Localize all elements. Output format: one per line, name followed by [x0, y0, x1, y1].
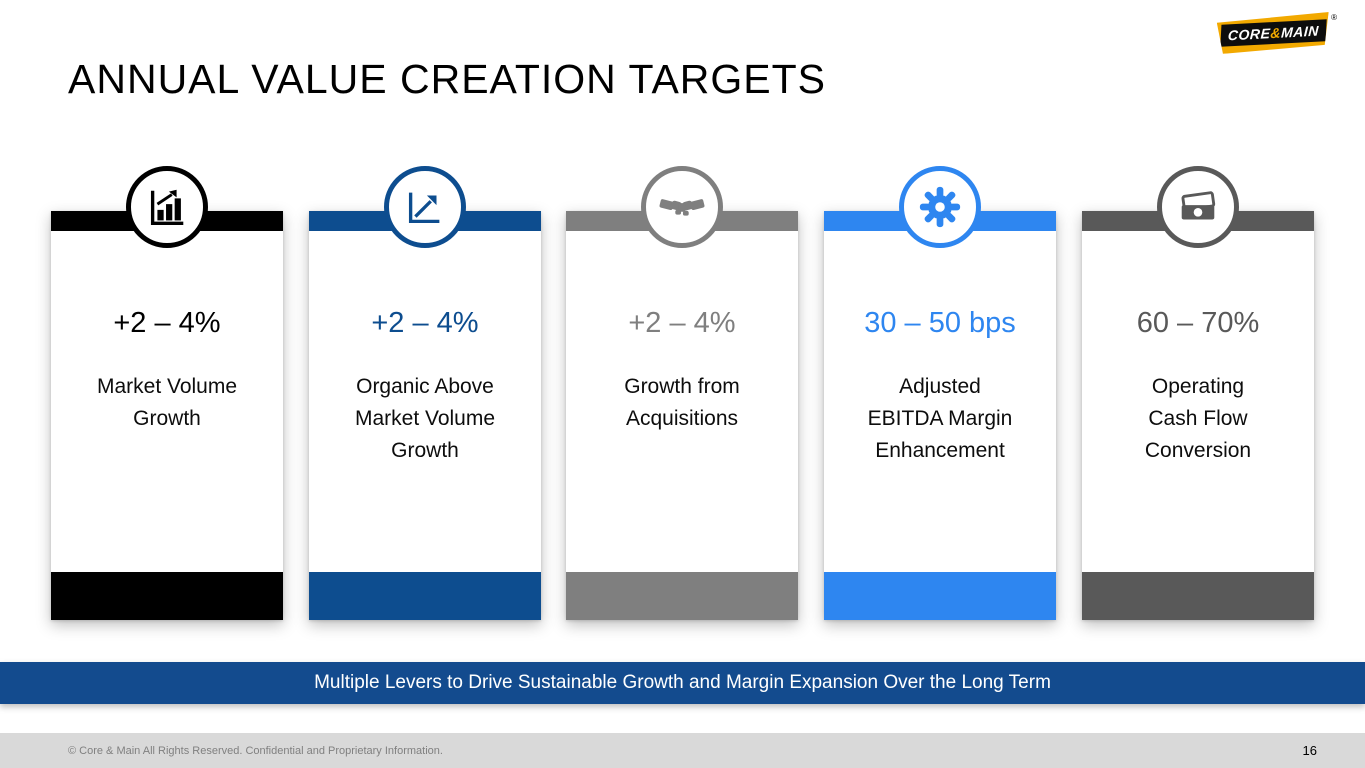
- card-bottom-bar: [51, 572, 283, 620]
- trend-arrow-icon: [384, 166, 466, 248]
- card-market-volume-growth: +2 – 4% Market Volume Growth: [51, 166, 283, 620]
- banner: Multiple Levers to Drive Sustainable Gro…: [0, 662, 1365, 704]
- logo-core-text: CORE: [1227, 25, 1271, 44]
- page-title: ANNUAL VALUE CREATION TARGETS: [68, 56, 827, 102]
- card-value: +2 – 4%: [628, 307, 736, 339]
- card-label: Market Volume Growth: [96, 375, 238, 430]
- card-bottom-bar: [309, 572, 541, 620]
- handshake-icon: [641, 166, 723, 248]
- logo-wordmark: CORE&MAIN: [1220, 19, 1326, 47]
- card-value: 30 – 50 bps: [864, 307, 1016, 339]
- page-number: 16: [1302, 743, 1317, 758]
- card-value: 60 – 70%: [1136, 307, 1260, 339]
- core-and-main-logo: CORE&MAIN ®: [1217, 12, 1337, 59]
- card-bottom-bar: [1082, 572, 1314, 620]
- card-cash-flow: 60 – 70% Operating Cash Flow Conversion: [1082, 166, 1314, 620]
- card-organic-growth: +2 – 4% Organic Above Market Volume Grow…: [309, 166, 541, 620]
- card-bottom-bar: [566, 572, 798, 620]
- card-bottom-bar: [824, 572, 1056, 620]
- logo-ampersand: &: [1269, 24, 1282, 42]
- card-ebitda-margin: 30 – 50 bps Adjusted EBITDA Margin Enhan…: [824, 166, 1056, 620]
- logo-gold-banner: CORE&MAIN: [1217, 12, 1330, 54]
- banner-text: Multiple Levers to Drive Sustainable Gro…: [314, 672, 1051, 693]
- card-label: Adjusted EBITDA Margin Enhancement: [867, 375, 1013, 462]
- card-value: +2 – 4%: [113, 307, 221, 339]
- card-label: Operating Cash Flow Conversion: [1144, 375, 1252, 462]
- card-acquisitions: +2 – 4% Growth from Acquisitions: [566, 166, 798, 620]
- gear-icon: [899, 166, 981, 248]
- bar-chart-icon: [126, 166, 208, 248]
- card-value: +2 – 4%: [371, 307, 479, 339]
- card-label: Growth from Acquisitions: [624, 375, 740, 430]
- footer-copyright: © Core & Main All Rights Reserved. Confi…: [68, 744, 443, 757]
- logo-main-text: MAIN: [1280, 22, 1319, 41]
- card-label: Organic Above Market Volume Growth: [354, 375, 496, 462]
- footer-bar: © Core & Main All Rights Reserved. Confi…: [0, 733, 1365, 768]
- registered-trademark: ®: [1331, 13, 1337, 22]
- cash-icon: [1157, 166, 1239, 248]
